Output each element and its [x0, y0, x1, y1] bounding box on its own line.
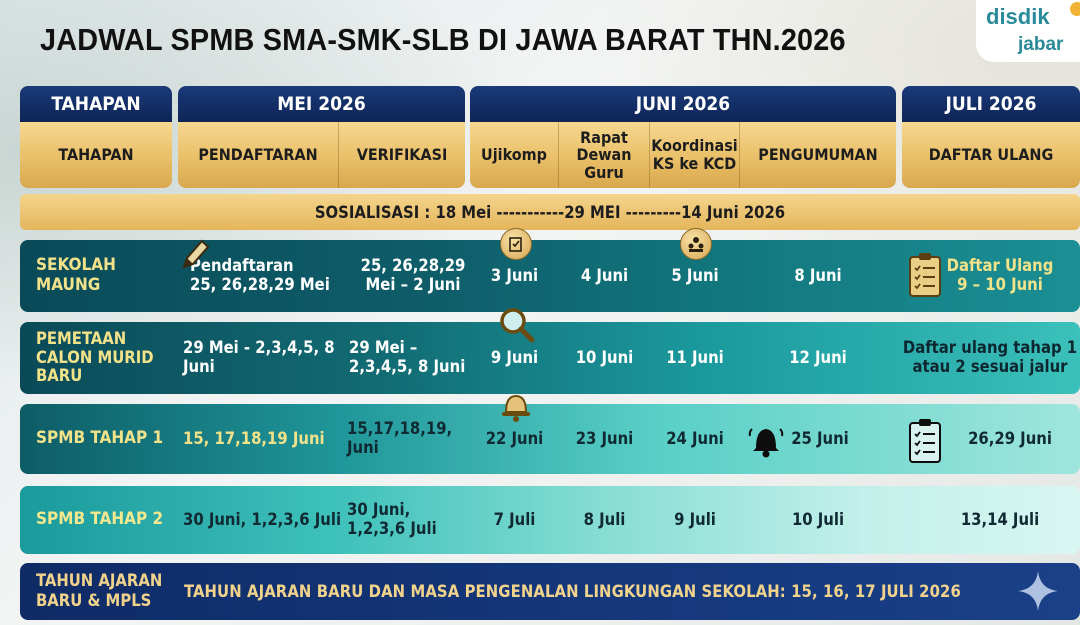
cell-pengumuman: 8 Juni — [794, 265, 842, 285]
cell-pendaftaran: 15, 17,18,19 Juni — [183, 428, 325, 448]
cell-pendaftaran: 30 Juni, 1,2,3,6 Juli — [183, 509, 342, 529]
logo-sun-icon — [1070, 2, 1080, 16]
page-title: JADWAL SPMB SMA-SMK-SLB DI JAWA BARAT TH… — [40, 22, 846, 57]
cell-rapat: 4 Juni — [580, 265, 629, 285]
cell-ujikomp: 22 Juni — [485, 428, 544, 448]
cell-rapat: 8 Juli — [583, 509, 626, 529]
subheader-pendaftaran: PENDAFTARAN — [178, 122, 339, 188]
row-label: SPMB TAHAP 1 — [36, 428, 164, 449]
logo-line2: jabar — [1018, 34, 1064, 55]
subheader-rapat-dewan-guru: Rapat Dewan Guru — [559, 122, 650, 188]
footer-bar: TAHUN AJARAN BARU & MPLS TAHUN AJARAN BA… — [20, 563, 1080, 620]
cell-verifikasi: 29 Mei – 2,3,4,5, 8 Juni — [349, 338, 466, 376]
cell-daftar-ulang: 26,29 Juni — [968, 428, 1052, 448]
cell-daftar-ulang: Daftar ulang tahap 1 atau 2 sesuai jalur — [902, 338, 1078, 376]
cell-pengumuman: 12 Juni — [789, 347, 847, 367]
cell-verifikasi: 30 Juni, 1,2,3,6 Juli — [347, 500, 437, 538]
sosialisasi-bar: SOSIALISASI : 18 Mei -----------29 MEI -… — [20, 194, 1080, 230]
row-label: SEKOLAH MAUNG — [36, 255, 116, 295]
checklist-icon — [909, 419, 941, 463]
cell-pendaftaran: 29 Mei - 2,3,4,5, 8 Juni — [183, 338, 335, 376]
row-label: PEMETAAN CALON MURID BARU — [36, 328, 154, 386]
exam-icon — [500, 228, 532, 260]
cell-pengumuman: 10 Juli — [791, 509, 845, 529]
cell-ujikomp: 7 Juli — [493, 509, 536, 529]
cell-pendaftaran: Pendaftaran 25, 26,28,29 Mei — [190, 256, 330, 294]
subheader-ujikomp: Ujikomp — [470, 122, 559, 188]
row-spmb-tahap-2: SPMB TAHAP 2 30 Juni, 1,2,3,6 Juli 30 Ju… — [20, 486, 1080, 554]
cell-daftar-ulang: Daftar Ulang 9 – 10 Juni — [946, 256, 1054, 294]
cell-pengumuman: 25 Juni — [791, 428, 849, 448]
header-month-juli: JULI 2026 — [902, 86, 1080, 122]
checklist-icon — [909, 253, 941, 297]
header-tahapan: TAHAPAN — [20, 86, 172, 122]
subheader-pengumuman: PENGUMUMAN — [740, 122, 896, 188]
header-month-juni: JUNI 2026 — [470, 86, 896, 122]
cell-daftar-ulang: 13,14 Juli — [960, 509, 1040, 529]
cell-rapat: 23 Juni — [575, 428, 634, 448]
footer-label: TAHUN AJARAN BARU & MPLS — [36, 571, 163, 610]
cell-koordinasi: 5 Juni — [671, 265, 719, 285]
row-pemetaan-calon-murid: PEMETAAN CALON MURID BARU 29 Mei - 2,3,4… — [20, 322, 1080, 394]
cell-koordinasi: 9 Juli — [674, 509, 716, 529]
header-month-mei: MEI 2026 — [178, 86, 465, 122]
cell-ujikomp: 9 Juni — [490, 347, 539, 367]
team-icon — [680, 228, 712, 260]
magnifier-icon — [500, 308, 535, 343]
logo-line1: disdik — [986, 4, 1050, 29]
cell-koordinasi: 11 Juni — [666, 347, 724, 367]
cell-ujikomp: 3 Juni — [490, 265, 539, 285]
subheader-koordinasi: Koordinasi KS ke KCD — [650, 122, 740, 188]
cell-verifikasi: 15,17,18,19, Juni — [347, 419, 453, 457]
cell-rapat: 10 Juni — [575, 347, 634, 367]
row-label: SPMB TAHAP 2 — [36, 509, 164, 530]
cell-koordinasi: 24 Juni — [666, 428, 724, 448]
subheader-daftar-ulang: DAFTAR ULANG — [902, 122, 1080, 188]
subheader-tahapan: TAHAPAN — [20, 122, 172, 188]
school-bell-icon — [502, 394, 530, 422]
subheader-verifikasi: VERIFIKASI — [339, 122, 465, 188]
sparkle-icon — [1018, 571, 1058, 611]
row-spmb-tahap-1: SPMB TAHAP 1 15, 17,18,19 Juni 15,17,18,… — [20, 404, 1080, 474]
footer-text: TAHUN AJARAN BARU DAN MASA PENGENALAN LI… — [184, 582, 961, 601]
bell-icon — [748, 428, 784, 458]
cell-verifikasi: 25, 26,28,29 Mei – 2 Juni — [360, 256, 466, 294]
pencil-icon — [182, 239, 210, 269]
disdik-jabar-logo: disdik jabar — [976, 0, 1080, 62]
